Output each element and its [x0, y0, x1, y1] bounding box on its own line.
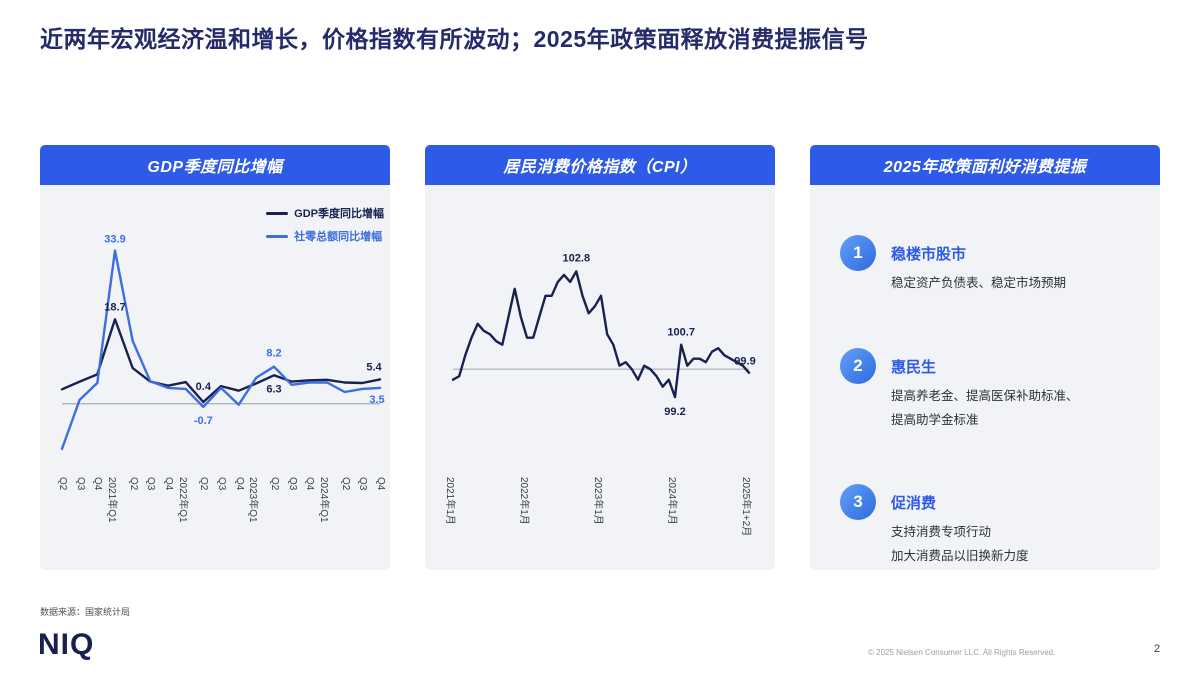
legend-label-gdp: GDP季度同比增幅 — [294, 208, 384, 220]
x-axis-label: Q2 — [269, 477, 280, 491]
x-axis-label: Q2 — [198, 477, 210, 491]
x-axis-label: 2022年1月 — [518, 477, 529, 525]
svg-text:18.7: 18.7 — [104, 301, 125, 313]
policy-desc-line: 提高养老金、提高医保补助标准、 — [891, 388, 1079, 403]
x-axis-label: Q3 — [216, 477, 227, 491]
policy-item-1: 1 稳楼市股市 稳定资产负债表、稳定市场预期 — [840, 235, 1144, 296]
svg-text:0.4: 0.4 — [196, 381, 212, 393]
x-axis-label: 2024年Q1 — [318, 477, 329, 523]
policy-desc-line: 提高助学金标准 — [891, 412, 979, 427]
svg-text:6.3: 6.3 — [266, 383, 281, 395]
x-axis-label: Q3 — [74, 477, 86, 491]
legend-label-retail: 社零总额同比增幅 — [294, 231, 383, 243]
policy-number-badge: 1 — [840, 235, 876, 271]
svg-text:5.4: 5.4 — [366, 361, 382, 373]
cpi-panel-header: 居民消费价格指数（CPI） — [425, 145, 775, 185]
x-axis-label: Q2 — [57, 477, 68, 491]
x-axis-label: Q4 — [304, 477, 316, 491]
x-axis-label: Q4 — [163, 477, 174, 491]
policy-panel: 2025年政策面利好消费提振 1 稳楼市股市 稳定资产负债表、稳定市场预期 2 … — [810, 145, 1160, 570]
svg-text:33.9: 33.9 — [104, 234, 125, 246]
x-axis-label: Q4 — [92, 477, 104, 491]
svg-text:102.8: 102.8 — [563, 252, 591, 264]
policy-text: 促消费 支持消费专项行动 加大消费品以旧换新力度 — [891, 484, 1029, 569]
svg-text:99.2: 99.2 — [664, 406, 685, 418]
gdp-line-chart: 33.9 18.7 0.4 -0.7 8.2 6.3 5.4 3.5 — [60, 234, 385, 451]
policy-text: 惠民生 提高养老金、提高医保补助标准、 提高助学金标准 — [891, 348, 1079, 433]
policy-text: 稳楼市股市 稳定资产负债表、稳定市场预期 — [891, 235, 1066, 296]
cpi-x-axis-labels: 2021年1月 2022年1月 2023年1月 2024年1月 2025年1+2月 — [425, 475, 775, 570]
gdp-panel: GDP季度同比增幅 GDP季度同比增幅 社零总额同比增幅 33.9 18.7 0.4… — [40, 145, 390, 570]
policy-panel-header: 2025年政策面利好消费提振 — [810, 145, 1160, 185]
gdp-panel-header: GDP季度同比增幅 — [40, 145, 390, 185]
page-title: 近两年宏观经济温和增长，价格指数有所波动；2025年政策面释放消费提振信号 — [40, 26, 869, 52]
x-axis-label: Q4 — [375, 477, 386, 491]
x-axis-label: Q3 — [286, 477, 298, 491]
policy-list: 1 稳楼市股市 稳定资产负债表、稳定市场预期 2 惠民生 提高养老金、提高医保补… — [810, 185, 1160, 569]
x-axis-label: 2025年1+2月 — [740, 477, 751, 537]
policy-item-2: 2 惠民生 提高养老金、提高医保补助标准、 提高助学金标准 — [840, 347, 1144, 433]
x-axis-label: 2021年1月 — [444, 477, 455, 525]
policy-item-3: 3 促消费 支持消费专项行动 加大消费品以旧换新力度 — [840, 484, 1144, 569]
gdp-legend: GDP季度同比增幅 社零总额同比增幅 — [266, 205, 384, 251]
gdp-line-swatch — [266, 211, 289, 215]
x-axis-label: Q4 — [233, 477, 245, 491]
policy-number-badge: 3 — [840, 484, 876, 521]
svg-text:99.9: 99.9 — [734, 356, 755, 368]
copyright-text: © 2025 Nielsen Consumer LLC. All Rights … — [868, 648, 1056, 657]
policy-title: 惠民生 — [891, 358, 937, 376]
policy-number-badge: 2 — [840, 347, 876, 384]
gdp-panel-body: GDP季度同比增幅 社零总额同比增幅 33.9 18.7 0.4 -0.7 8.2 6.3… — [40, 185, 390, 570]
page-number: 2 — [1154, 643, 1161, 655]
x-axis-label: Q2 — [127, 477, 139, 491]
x-axis-label: Q2 — [339, 477, 351, 491]
x-axis-label: Q3 — [357, 477, 369, 491]
niq-logo: NIQ — [38, 628, 95, 661]
x-axis-label: 2024年1月 — [666, 477, 677, 525]
cpi-panel: 居民消费价格指数（CPI） 102.8 100.7 99.2 99.9 2021年1月… — [425, 145, 775, 570]
svg-text:-0.7: -0.7 — [194, 415, 213, 427]
policy-title: 稳楼市股市 — [891, 246, 967, 263]
cpi-panel-body: 102.8 100.7 99.2 99.9 2021年1月 2022年1月 2023年1月… — [425, 185, 775, 570]
x-axis-label: 2023年1月 — [592, 477, 603, 525]
policy-title: 促消费 — [891, 495, 937, 513]
data-source-note: 数据来源：国家统计局 — [40, 607, 131, 617]
retail-line-swatch — [266, 234, 289, 238]
legend-item-retail: 社零总额同比增幅 — [266, 228, 384, 244]
policy-desc-line: 稳定资产负债表、稳定市场预期 — [891, 276, 1067, 290]
cpi-line-chart: 102.8 100.7 99.2 99.9 — [451, 252, 756, 418]
svg-text:100.7: 100.7 — [667, 327, 695, 339]
policy-desc-line: 加大消费品以旧换新力度 — [891, 549, 1029, 563]
x-axis-label: 2021年Q1 — [106, 477, 117, 523]
gdp-x-axis-labels: Q2 Q3 Q4 2021年Q1 Q2 Q3 Q4 2022年Q1 Q2 Q3 Q4 2023年Q1 Q… — [40, 475, 390, 570]
x-axis-label: Q3 — [145, 477, 157, 491]
svg-text:8.2: 8.2 — [266, 348, 281, 360]
x-axis-label: 2023年Q1 — [247, 477, 259, 523]
x-axis-label: 2022年Q1 — [176, 477, 188, 523]
policy-panel-body: 1 稳楼市股市 稳定资产负债表、稳定市场预期 2 惠民生 提高养老金、提高医保补… — [810, 185, 1160, 570]
legend-item-gdp: GDP季度同比增幅 — [266, 205, 384, 221]
svg-text:3.5: 3.5 — [369, 394, 384, 406]
policy-desc-line: 支持消费专项行动 — [891, 525, 992, 540]
